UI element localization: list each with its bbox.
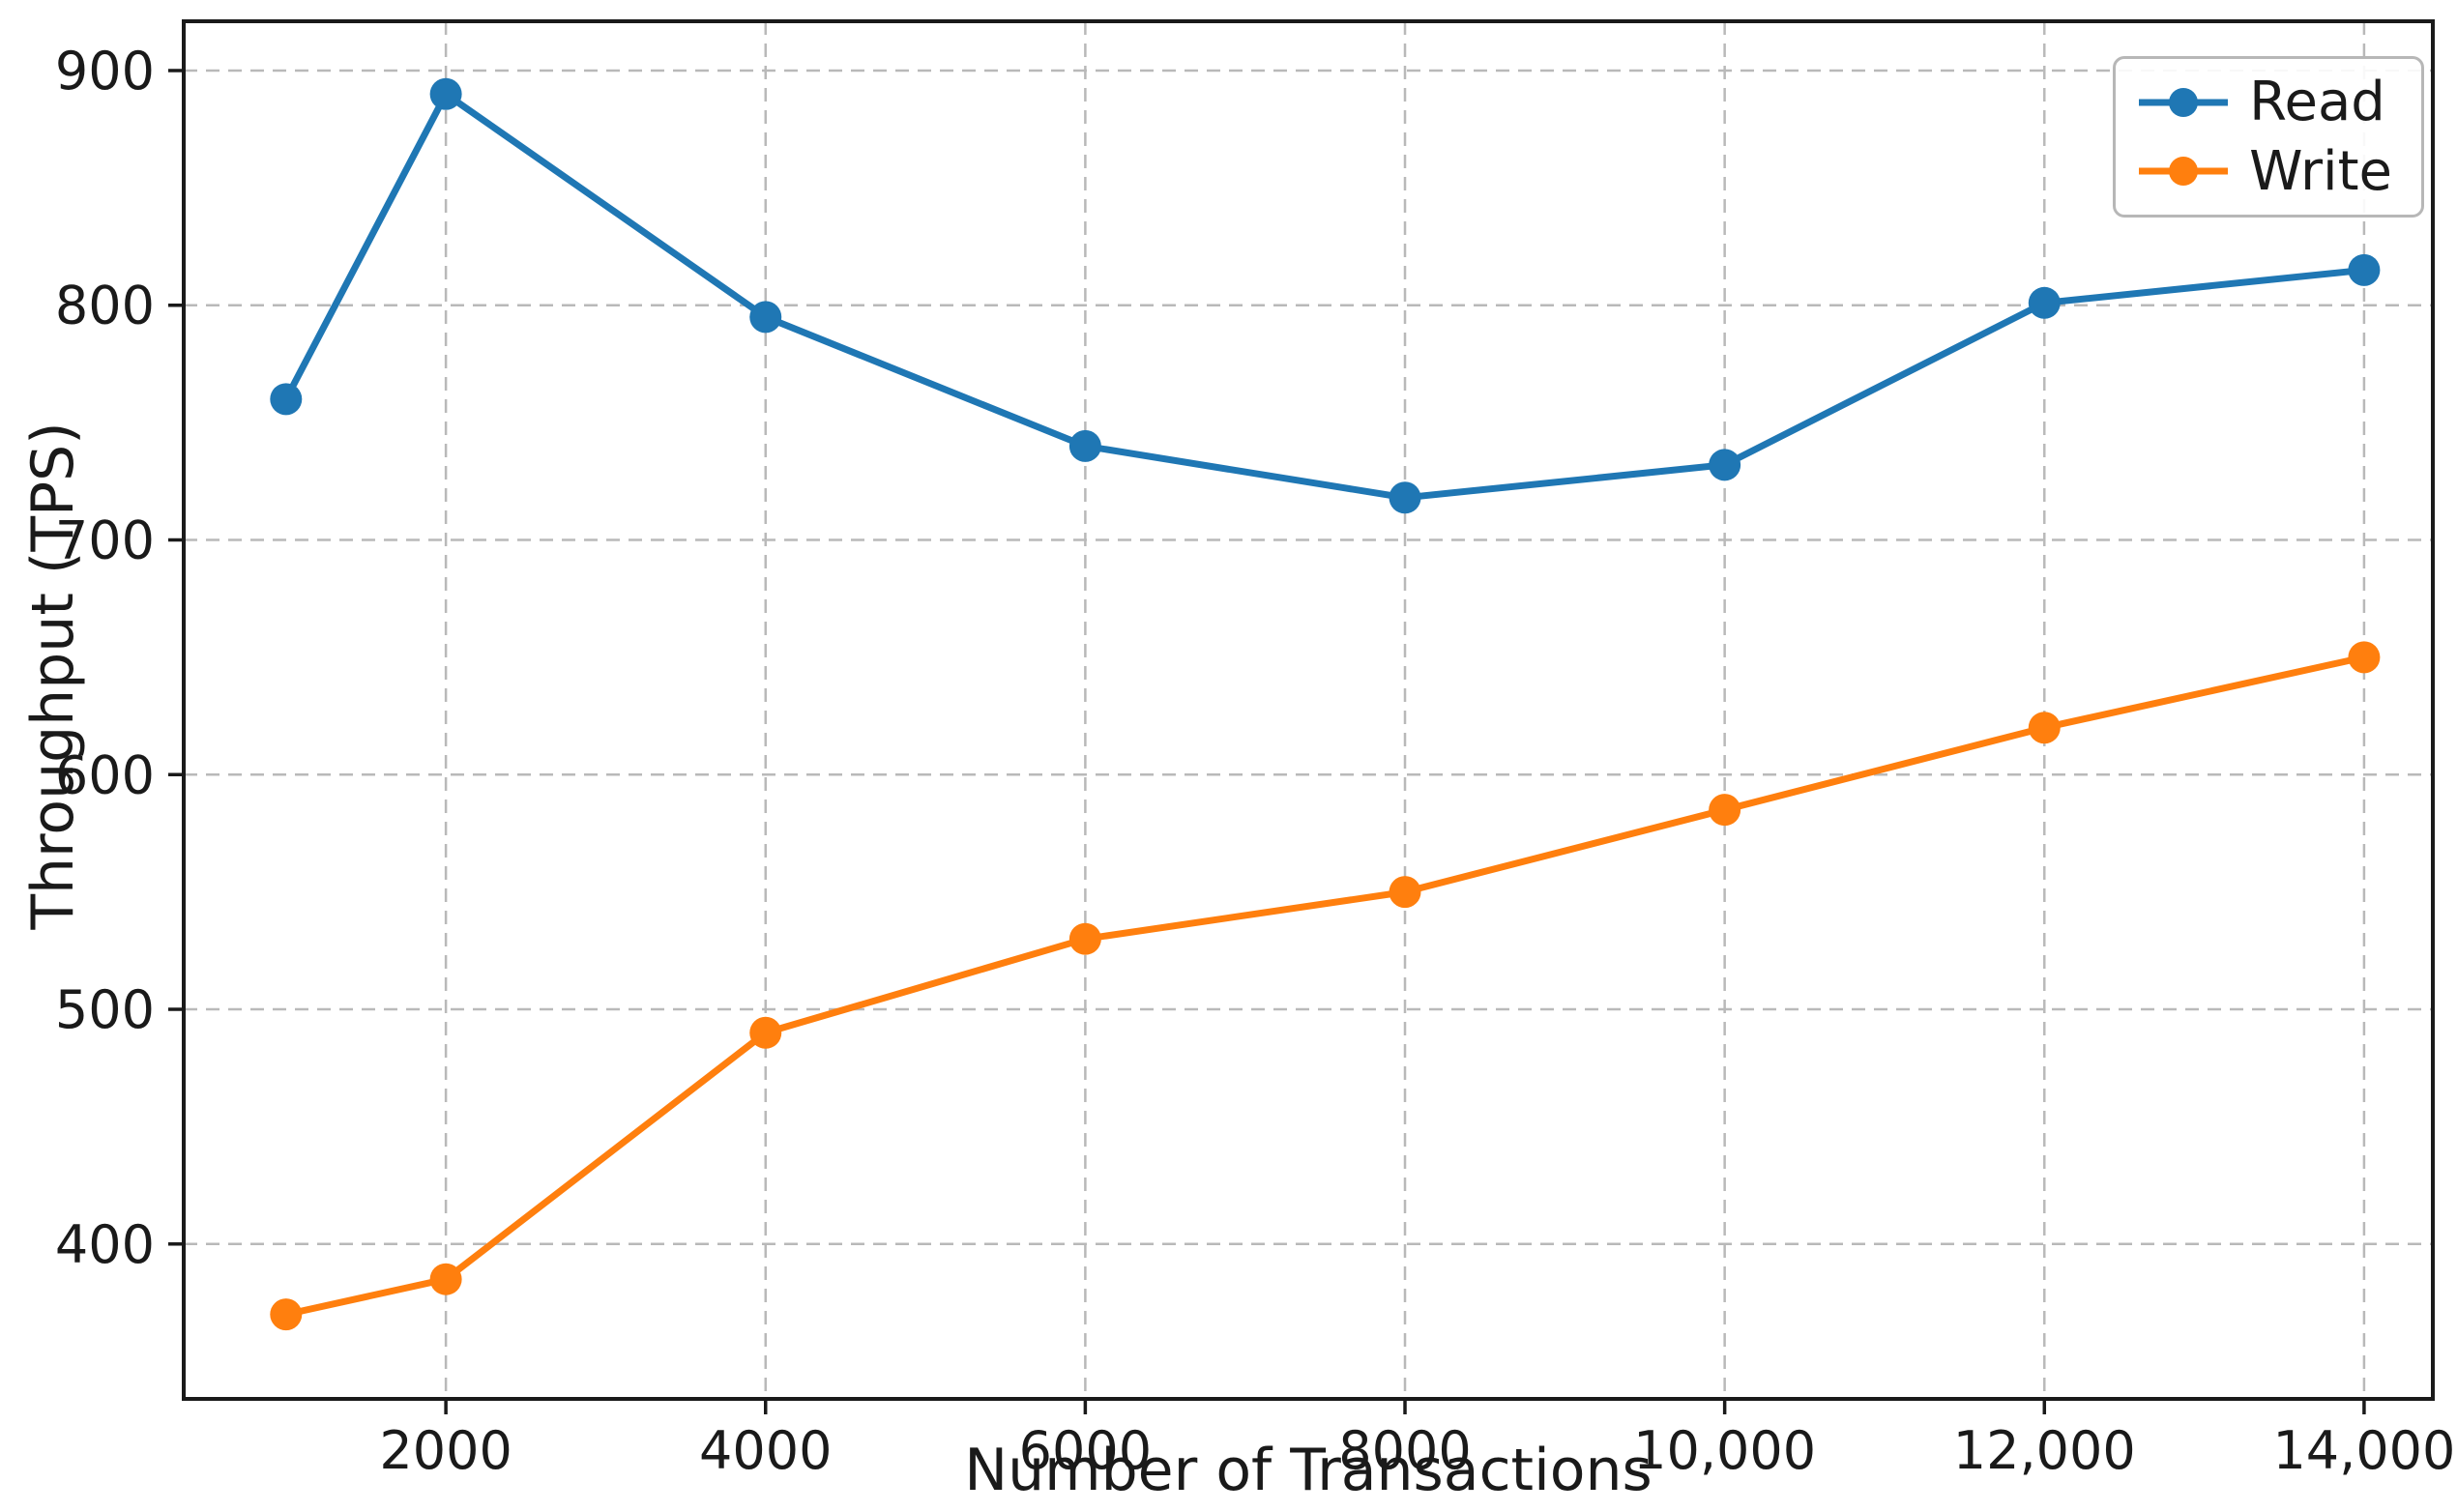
y-tick-label: 900 bbox=[55, 41, 155, 102]
data-point-read bbox=[1709, 449, 1741, 481]
y-axis-label: Throughput (TPS) bbox=[19, 168, 87, 929]
series-write bbox=[270, 641, 2381, 1331]
data-point-write bbox=[270, 1298, 303, 1331]
series-line-read bbox=[282, 90, 2368, 502]
legend-label-read: Read bbox=[2249, 71, 2385, 133]
x-axis-label: Number of Transactions bbox=[964, 1437, 1653, 1504]
plot-spines bbox=[182, 19, 2435, 1401]
x-tick-label: 2000 bbox=[379, 1420, 512, 1481]
x-grid bbox=[444, 21, 2366, 1399]
y-tick-label: 700 bbox=[55, 509, 155, 570]
data-point-write bbox=[1709, 794, 1741, 827]
y-tick-label: 600 bbox=[55, 744, 155, 805]
legend-label-write: Write bbox=[2249, 139, 2392, 203]
write-sample-marker bbox=[2169, 157, 2199, 187]
data-point-write bbox=[1068, 922, 1101, 955]
data-point-write bbox=[2028, 712, 2061, 744]
x-tick-label: 14,000 bbox=[2272, 1420, 2455, 1481]
data-point-read bbox=[749, 301, 782, 334]
data-point-read bbox=[1068, 429, 1101, 462]
axis-ticks: 2000 4000 6000 8000 10,000 12,000 14,000 400 500… bbox=[55, 41, 2455, 1481]
data-point-write bbox=[749, 1016, 782, 1049]
data-point-read bbox=[1389, 481, 1421, 514]
y-tick-label: 500 bbox=[55, 979, 155, 1040]
data-point-write bbox=[429, 1263, 462, 1295]
data-point-read bbox=[429, 77, 462, 110]
write-line-marker-icon bbox=[2139, 157, 2229, 187]
series-line-write bbox=[282, 654, 2368, 1319]
x-tick-label: 10,000 bbox=[1633, 1420, 1816, 1481]
read-line-marker-icon bbox=[2139, 87, 2229, 117]
y-grid bbox=[184, 69, 2433, 1246]
y-tick-label: 400 bbox=[55, 1214, 155, 1275]
x-tick-label: 4000 bbox=[699, 1420, 832, 1481]
data-point-write bbox=[1389, 876, 1421, 909]
legend-item-write: Write bbox=[2137, 139, 2392, 203]
data-point-write bbox=[2348, 641, 2381, 674]
data-point-read bbox=[2348, 253, 2381, 286]
y-tick-label: 800 bbox=[55, 276, 155, 336]
data-point-read bbox=[270, 383, 303, 416]
y-axis-label-text: Throughput (TPS) bbox=[19, 422, 87, 930]
data-point-read bbox=[2028, 286, 2061, 319]
x-tick-label: 8000 bbox=[1338, 1420, 1471, 1481]
series-read bbox=[270, 77, 2381, 514]
legend: Read Write bbox=[2113, 56, 2424, 218]
read-sample-marker bbox=[2169, 87, 2199, 117]
x-tick-label: 6000 bbox=[1019, 1420, 1152, 1481]
legend-item-read: Read bbox=[2137, 73, 2392, 132]
x-tick-label: 12,000 bbox=[1953, 1420, 2136, 1481]
